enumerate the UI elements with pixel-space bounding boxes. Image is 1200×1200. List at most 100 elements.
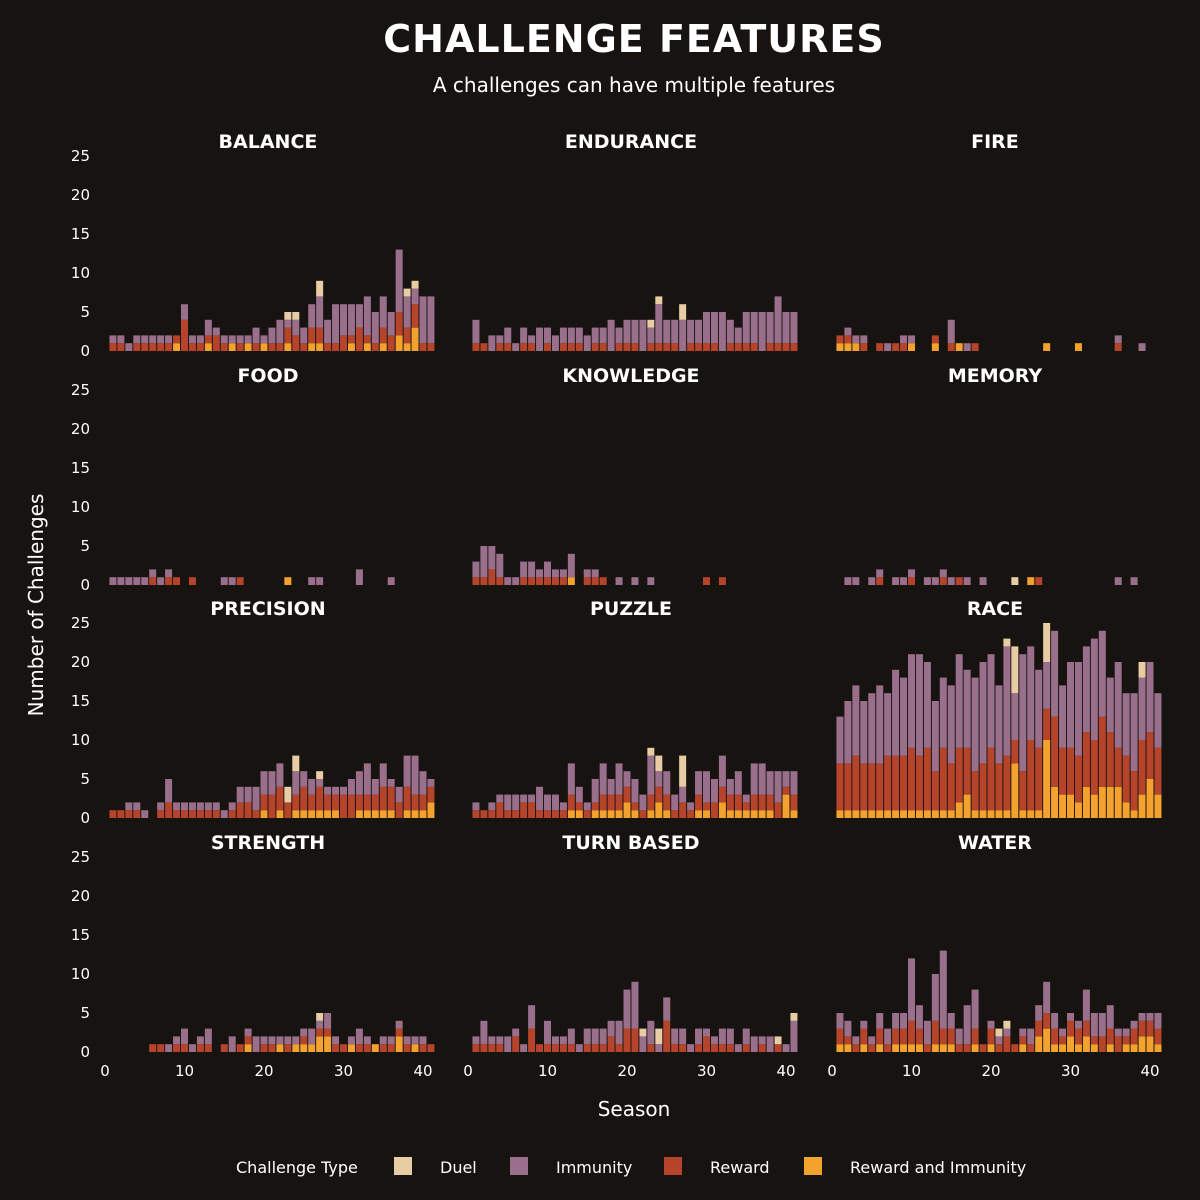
bar-precision-s8-immunity bbox=[165, 779, 173, 803]
bar-knowledge-s7-immunity bbox=[520, 561, 528, 578]
y-axis-title: Number of Challenges bbox=[24, 494, 48, 717]
bar-race-s8-immunity bbox=[892, 669, 900, 756]
bar-strength-s17-reward bbox=[236, 1044, 244, 1052]
bar-water-s7-reward bbox=[884, 1044, 892, 1052]
bar-water-s1-reward bbox=[836, 1028, 844, 1045]
bar-puzzle-s36-reward-and-immunity bbox=[750, 810, 758, 818]
bar-fire-s18-reward bbox=[971, 343, 979, 351]
bar-water-s31-immunity bbox=[1074, 1020, 1082, 1029]
bar-balance-s8-immunity bbox=[165, 335, 173, 344]
bar-puzzle-s38-reward bbox=[766, 794, 774, 811]
bar-fire-s17-immunity bbox=[963, 343, 971, 351]
bar-water-s2-reward bbox=[844, 1036, 852, 1045]
bar-fire-s13-reward bbox=[931, 335, 939, 344]
bar-knowledge-s21-immunity bbox=[631, 577, 639, 585]
bar-memory-s15-immunity bbox=[947, 577, 955, 585]
legend-swatch-reward-and-immunity bbox=[804, 1157, 822, 1175]
bar-puzzle-s41-immunity bbox=[790, 771, 798, 795]
bar-race-s13-immunity bbox=[931, 701, 939, 772]
bar-water-s22-duel bbox=[1003, 1020, 1011, 1029]
bar-strength-s22-reward-and-immunity bbox=[276, 1044, 284, 1052]
bar-puzzle-s5-reward bbox=[504, 810, 512, 818]
bar-precision-s19-reward bbox=[252, 810, 260, 818]
panel-title-strength: STRENGTH bbox=[211, 832, 325, 854]
bar-strength-s13-reward bbox=[204, 1044, 212, 1052]
legend-swatch-reward bbox=[664, 1157, 682, 1175]
bar-precision-s20-reward bbox=[260, 794, 268, 811]
bar-precision-s33-immunity bbox=[363, 763, 371, 795]
bar-race-s22-reward bbox=[1003, 755, 1011, 811]
bar-water-s25-immunity bbox=[1027, 1028, 1035, 1045]
bar-balance-s12-immunity bbox=[196, 335, 204, 344]
bar-memory-s6-reward bbox=[876, 577, 884, 585]
bar-turn-based-s32-immunity bbox=[718, 1028, 726, 1045]
y-tick-label: 10 bbox=[71, 965, 90, 983]
bar-puzzle-s26-reward bbox=[671, 810, 679, 818]
bar-puzzle-s20-reward bbox=[623, 786, 631, 803]
bar-puzzle-s5-immunity bbox=[504, 794, 512, 811]
bar-strength-s24-immunity bbox=[292, 1036, 300, 1045]
bar-race-s30-reward bbox=[1067, 747, 1074, 795]
y-tick-label: 15 bbox=[71, 459, 90, 477]
bar-race-s35-immunity bbox=[1106, 677, 1114, 733]
bar-precision-s40-reward bbox=[419, 794, 427, 811]
bar-turn-based-s15-immunity bbox=[583, 1028, 591, 1045]
bar-food-s8-immunity bbox=[165, 569, 173, 578]
bar-puzzle-s34-reward-and-immunity bbox=[734, 810, 742, 818]
bar-water-s12-reward bbox=[923, 1044, 931, 1052]
bar-balance-s18-reward-and-immunity bbox=[244, 343, 252, 351]
bar-puzzle-s32-reward-and-immunity bbox=[718, 802, 726, 818]
bar-turn-based-s1-reward bbox=[472, 1044, 480, 1052]
y-tick-label: 20 bbox=[71, 420, 90, 438]
bar-race-s37-immunity bbox=[1122, 693, 1130, 756]
bar-balance-s39-duel bbox=[411, 280, 419, 289]
bar-water-s26-immunity bbox=[1035, 1005, 1043, 1021]
bar-water-s21-immunity bbox=[995, 1036, 1003, 1045]
bar-race-s41-reward bbox=[1154, 747, 1162, 795]
bar-precision-s38-reward-and-immunity bbox=[403, 810, 411, 818]
bar-precision-s14-immunity bbox=[212, 802, 220, 811]
bar-strength-s40-immunity bbox=[419, 1036, 427, 1045]
bar-puzzle-s8-immunity bbox=[528, 794, 536, 803]
bar-water-s39-reward bbox=[1138, 1020, 1146, 1037]
bar-strength-s41-reward bbox=[427, 1044, 435, 1052]
bar-race-s14-reward bbox=[939, 747, 947, 811]
bar-strength-s33-immunity bbox=[363, 1036, 371, 1045]
bar-endurance-s39-immunity bbox=[774, 296, 782, 344]
bar-puzzle-s13-immunity bbox=[567, 763, 575, 795]
bar-food-s15-immunity bbox=[220, 577, 228, 585]
bar-endurance-s14-immunity bbox=[575, 327, 583, 344]
bar-memory-s5-immunity bbox=[868, 577, 876, 585]
bar-race-s9-reward-and-immunity bbox=[900, 810, 908, 818]
bar-fire-s13-reward-and-immunity bbox=[931, 343, 939, 351]
bar-strength-s18-reward bbox=[244, 1036, 252, 1045]
bar-knowledge-s4-immunity bbox=[496, 553, 504, 578]
bar-water-s37-reward-and-immunity bbox=[1122, 1044, 1130, 1052]
bar-water-s41-immunity bbox=[1154, 1013, 1162, 1029]
x-tick-label: 30 bbox=[697, 1062, 716, 1080]
bar-puzzle-s18-immunity bbox=[607, 779, 615, 795]
bar-balance-s27-reward-and-immunity bbox=[316, 343, 324, 351]
bar-food-s23-reward-and-immunity bbox=[284, 577, 292, 585]
bar-race-s26-reward bbox=[1035, 747, 1043, 811]
bar-water-s36-reward bbox=[1114, 1036, 1122, 1052]
bar-puzzle-s32-immunity bbox=[718, 755, 726, 787]
bar-precision-s3-reward bbox=[125, 810, 133, 818]
x-tick-label: 20 bbox=[254, 1062, 273, 1080]
bar-race-s2-immunity bbox=[844, 701, 852, 764]
y-tick-label: 25 bbox=[71, 614, 90, 632]
bar-race-s13-reward bbox=[931, 771, 939, 811]
bar-water-s6-reward bbox=[876, 1028, 884, 1045]
bar-turn-based-s5-immunity bbox=[504, 1036, 512, 1052]
bar-fire-s3-immunity bbox=[852, 335, 860, 344]
bar-puzzle-s36-immunity bbox=[750, 763, 758, 795]
x-tick-label: 40 bbox=[1140, 1062, 1159, 1080]
bar-puzzle-s29-reward-and-immunity bbox=[695, 810, 703, 818]
bar-strength-s20-immunity bbox=[260, 1036, 268, 1045]
bar-race-s25-immunity bbox=[1027, 646, 1035, 740]
bar-precision-s9-immunity bbox=[173, 802, 181, 811]
bar-balance-s41-reward bbox=[427, 343, 435, 351]
bar-turn-based-s12-reward bbox=[559, 1044, 567, 1052]
bar-puzzle-s19-immunity bbox=[615, 763, 623, 795]
bar-balance-s2-immunity bbox=[117, 335, 125, 344]
